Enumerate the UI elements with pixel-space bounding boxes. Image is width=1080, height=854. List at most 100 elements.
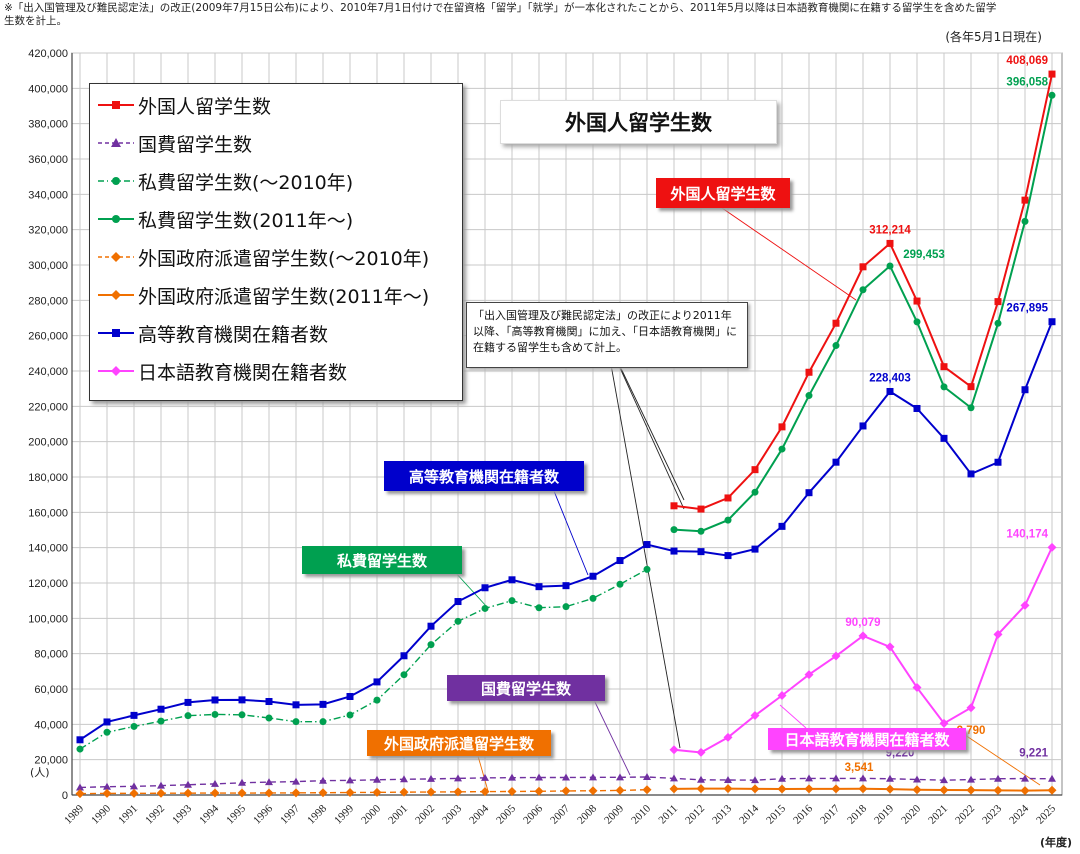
x-tick-label: 2014 — [737, 802, 761, 826]
x-tick-label: 2008 — [575, 802, 599, 826]
data-point — [264, 788, 274, 798]
data-point — [616, 557, 624, 565]
data-point — [643, 772, 651, 780]
data-point — [967, 775, 975, 783]
callout-leader — [779, 704, 807, 729]
legend-label: 私費留学生数(2011年～) — [138, 209, 354, 232]
legend-item-higher-ed: 高等教育機関在籍者数 — [98, 316, 328, 350]
data-point — [750, 711, 760, 721]
data-label: 267,895 — [1006, 303, 1048, 315]
data-point — [454, 617, 462, 625]
x-tick-label: 1995 — [224, 802, 248, 826]
revision-note: 「出入国管理及び難民認定法」の改正により2011年以降、「高等教育機関」に加え、… — [466, 302, 748, 368]
legend-item-japanese-school: 日本語教育機関在籍者数 — [98, 354, 347, 388]
data-point — [886, 262, 894, 270]
y-tick-label: 180,000 — [28, 472, 68, 484]
legend-item-private-old: 私費留学生数(～2010年) — [98, 164, 353, 198]
legend-item-private-new: 私費留学生数(2011年～) — [98, 202, 353, 236]
legend-label: 外国政府派遣留学生数(2011年～) — [138, 285, 430, 308]
x-tick-label: 2003 — [440, 802, 464, 826]
data-point — [157, 705, 165, 713]
data-point — [993, 629, 1003, 639]
data-point — [157, 781, 165, 789]
data-point — [858, 784, 868, 794]
data-point — [103, 718, 111, 726]
data-point — [940, 776, 948, 784]
legend: 外国人留学生数 国費留学生数 私費留学生数(～2010年) 私費留学生数(201… — [89, 83, 463, 401]
data-point — [940, 383, 948, 391]
data-point — [183, 788, 193, 798]
x-tick-label: 2020 — [899, 802, 923, 826]
data-point — [1048, 318, 1056, 326]
data-point — [373, 696, 381, 704]
callout-leader — [477, 755, 489, 792]
callout-leader — [454, 571, 488, 608]
data-point — [588, 786, 598, 796]
data-point — [507, 786, 517, 796]
data-point — [804, 670, 814, 680]
data-point — [751, 488, 759, 496]
data-point — [481, 604, 489, 612]
data-point — [508, 576, 516, 584]
x-tick-label: 1992 — [143, 803, 167, 827]
y-tick-label: 100,000 — [28, 613, 68, 625]
x-tick-label: 2006 — [521, 802, 545, 826]
data-point — [1021, 196, 1029, 204]
legend-label: 国費留学生数 — [138, 133, 253, 156]
data-point — [562, 582, 570, 590]
x-tick-label: 2018 — [845, 802, 869, 826]
data-point — [967, 404, 975, 412]
data-label: 9,220 — [886, 748, 915, 760]
y-tick-label: 380,000 — [28, 119, 68, 131]
data-point — [913, 297, 921, 305]
data-point — [157, 717, 165, 725]
x-tick-label: 1998 — [305, 802, 329, 826]
data-point — [130, 722, 138, 730]
data-point — [670, 547, 678, 555]
data-point — [265, 714, 273, 722]
callout-leader — [593, 699, 631, 776]
data-point — [832, 319, 840, 327]
y-tick-label: 120,000 — [28, 578, 68, 590]
data-point — [372, 787, 382, 797]
data-point — [859, 263, 867, 271]
data-point — [913, 318, 921, 326]
data-point — [1047, 542, 1057, 552]
data-point — [454, 774, 462, 782]
x-tick-label: 1996 — [251, 802, 275, 826]
legend-swatch — [98, 329, 134, 337]
data-point — [346, 711, 354, 719]
data-point — [805, 392, 813, 400]
data-point — [75, 789, 85, 799]
data-point — [562, 603, 570, 611]
data-point — [589, 594, 597, 602]
footnote: ※「出入国管理及び難民認定法」の改正(2009年7月15日公布)により、2010… — [4, 2, 997, 27]
legend-swatch — [98, 290, 134, 300]
data-label: 140,174 — [1006, 528, 1048, 540]
x-tick-label: 1997 — [278, 802, 302, 826]
x-tick-label: 2022 — [953, 803, 977, 827]
data-point — [1020, 786, 1030, 796]
x-tick-label: 2000 — [359, 802, 383, 826]
data-label: 312,214 — [869, 224, 911, 236]
x-tick-label: 1990 — [89, 802, 113, 826]
legend-swatch — [98, 177, 134, 185]
data-point — [76, 736, 84, 744]
data-point — [642, 785, 652, 795]
data-point — [751, 776, 759, 784]
data-point — [939, 785, 949, 795]
series-layer — [75, 70, 1057, 799]
y-tick-label: 0 — [62, 790, 68, 802]
legend-label: 高等教育機関在籍者数 — [138, 323, 329, 346]
data-point — [778, 774, 786, 782]
data-point — [994, 458, 1002, 466]
data-point — [697, 775, 705, 783]
y-tick-label: 80,000 — [34, 649, 68, 661]
data-point — [885, 784, 895, 794]
data-point — [993, 785, 1003, 795]
y-tick-label: 140,000 — [28, 543, 68, 555]
y-tick-label: 300,000 — [28, 260, 68, 272]
data-point — [535, 604, 543, 612]
data-point — [373, 775, 381, 783]
x-tick-label: 2010 — [629, 802, 653, 826]
